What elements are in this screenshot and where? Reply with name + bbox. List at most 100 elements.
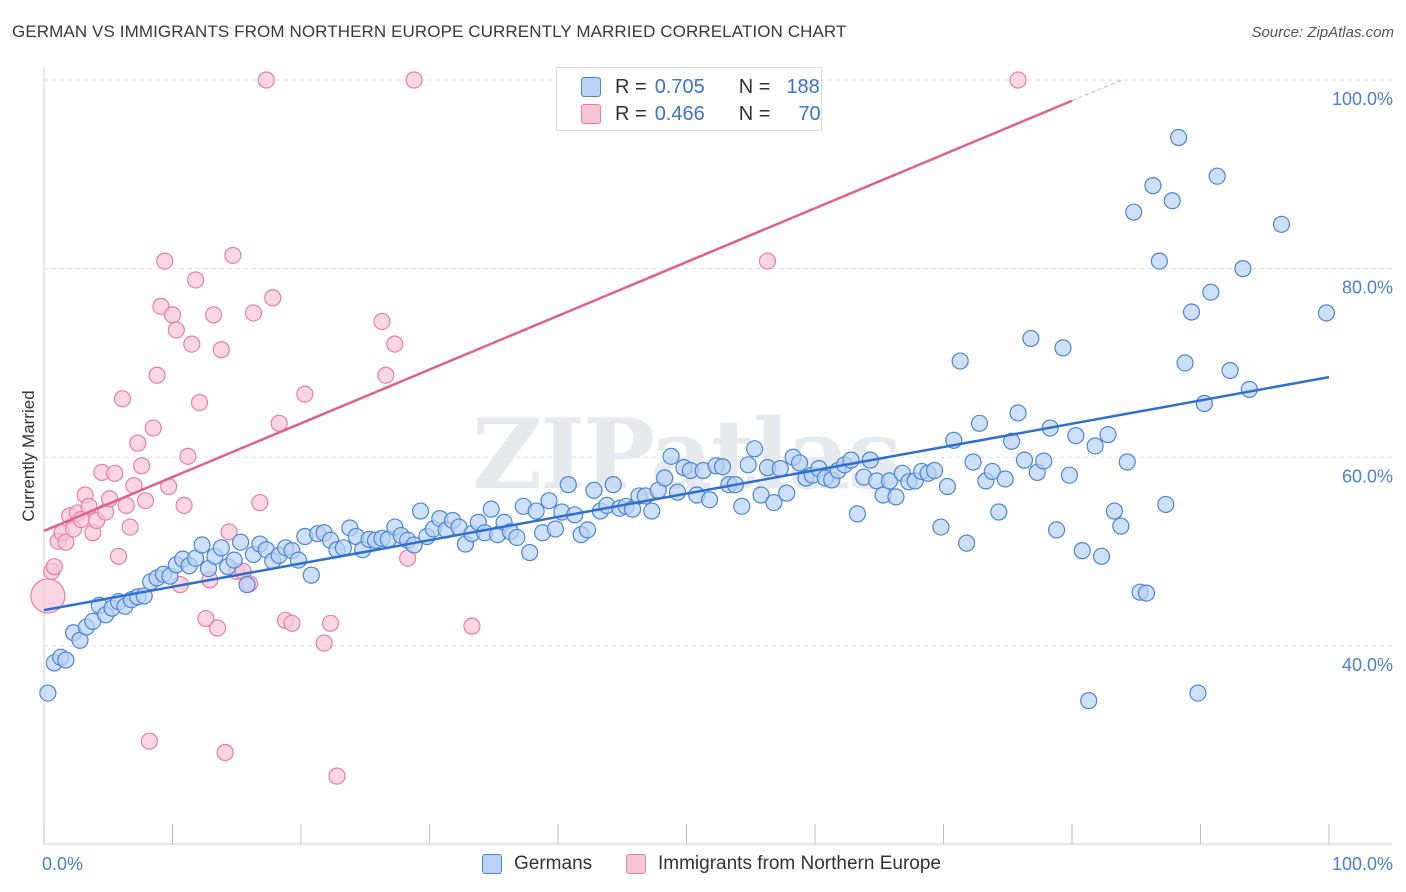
data-point-immigrants [106, 464, 124, 482]
data-point-germans [958, 534, 976, 552]
data-point-immigrants [264, 289, 282, 307]
data-point-germans [1047, 521, 1066, 539]
data-point-immigrants [251, 493, 269, 512]
x-tick-label: 0.0% [42, 854, 83, 874]
legend-n-label: N = [738, 102, 771, 125]
svg-text:ZIPatlas: ZIPatlas [472, 398, 900, 511]
data-point-immigrants [328, 767, 346, 785]
data-point-immigrants [152, 297, 170, 315]
data-point-germans [1054, 339, 1072, 357]
data-point-germans [1163, 192, 1181, 210]
data-point-immigrants [144, 419, 162, 437]
trend-lines [43, 78, 1330, 612]
data-point-immigrants [183, 335, 201, 353]
data-point-immigrants [377, 366, 395, 384]
trend-line-immigrants-extension [1071, 78, 1124, 102]
data-point-immigrants [257, 71, 275, 89]
data-point-immigrants [140, 732, 158, 750]
data-point-immigrants [187, 271, 205, 289]
data-point-germans [578, 521, 597, 539]
data-point-immigrants [113, 390, 131, 408]
series-immigrants-points [30, 71, 1027, 785]
data-point-germans [1118, 453, 1136, 471]
data-point-germans [521, 543, 539, 562]
data-point-immigrants [156, 252, 174, 270]
data-point-immigrants [212, 341, 230, 359]
data-point-germans [887, 488, 905, 506]
data-point-immigrants [244, 304, 263, 322]
data-point-germans [1182, 303, 1201, 321]
data-point-germans [951, 352, 969, 370]
data-point-germans [1067, 426, 1085, 445]
data-point-germans [1112, 517, 1130, 535]
watermark: ZIPatlas [472, 398, 902, 511]
data-point-germans [540, 492, 558, 510]
correlation-legend: R = 0.705 N = 188 R = 0.466 N = 70 [556, 67, 822, 131]
data-point-immigrants [283, 614, 301, 632]
data-point-germans [1208, 167, 1226, 185]
data-point-germans [880, 472, 899, 490]
legend-row-immigrants: R = 0.466 N = 70 [581, 102, 821, 126]
data-point-germans [559, 476, 577, 494]
data-point-germans [212, 539, 230, 557]
data-point-germans [1035, 452, 1053, 470]
data-point-germans [1170, 128, 1188, 147]
data-point-germans [713, 458, 732, 476]
bottom-legend-swatch-germans [482, 854, 502, 874]
chart-source: Source: ZipAtlas.com [1251, 24, 1394, 41]
bottom-legend-label-immigrants: Immigrants from Northern Europe [658, 853, 941, 874]
data-point-germans [546, 520, 565, 538]
data-point-germans [604, 476, 622, 494]
data-point-immigrants [148, 366, 166, 384]
trend-line-immigrants [43, 99, 1073, 533]
data-point-immigrants [321, 614, 340, 632]
legend-swatch-immigrants [581, 104, 601, 124]
data-point-immigrants [45, 558, 63, 576]
data-point-germans [1022, 329, 1040, 348]
data-point-immigrants [205, 306, 223, 324]
axis-labels: 40.0% 60.0% 80.0% 100.0% 0.0% 100.0% [42, 89, 1393, 874]
legend-r-label: R = [615, 102, 647, 125]
data-point-germans [932, 518, 950, 536]
data-point-immigrants [175, 496, 193, 514]
data-point-immigrants [121, 518, 139, 536]
trend-line-germans [43, 375, 1330, 612]
data-point-germans [970, 414, 989, 432]
data-point-immigrants [136, 492, 155, 510]
data-point-germans [790, 454, 809, 472]
data-point-germans [334, 539, 353, 557]
data-point-germans [1221, 361, 1239, 380]
data-point-germans [983, 462, 1001, 481]
data-point-germans [938, 477, 956, 496]
data-point-germans [1092, 547, 1111, 565]
data-point-immigrants [129, 434, 147, 452]
data-point-immigrants [167, 321, 185, 339]
data-point-immigrants [386, 335, 404, 353]
data-point-germans [225, 551, 243, 569]
data-point-immigrants [197, 609, 215, 628]
legend-r-value: 0.705 [654, 75, 705, 98]
data-point-immigrants [758, 252, 777, 270]
data-point-germans [771, 460, 789, 478]
y-tick-label: 60.0% [1342, 466, 1393, 486]
legend-n-value: 70 [798, 102, 821, 125]
data-point-immigrants [296, 385, 314, 403]
data-point-germans [1157, 495, 1175, 514]
data-point-germans [662, 447, 680, 465]
data-point-germans [765, 493, 783, 512]
data-point-germans [1150, 252, 1168, 270]
data-point-immigrants [179, 447, 197, 465]
data-point-germans [238, 576, 256, 594]
series-germans-points [39, 128, 1336, 710]
data-point-germans [1144, 177, 1162, 195]
data-point-germans [193, 536, 211, 554]
data-point-germans [1125, 203, 1143, 221]
data-point-germans [746, 440, 764, 458]
data-point-germans [778, 484, 796, 502]
legend-n-label: N = [738, 75, 771, 98]
data-point-germans [57, 651, 75, 669]
data-point-germans [1086, 437, 1104, 455]
data-point-germans [964, 453, 982, 471]
y-tick-label: 80.0% [1342, 278, 1393, 298]
